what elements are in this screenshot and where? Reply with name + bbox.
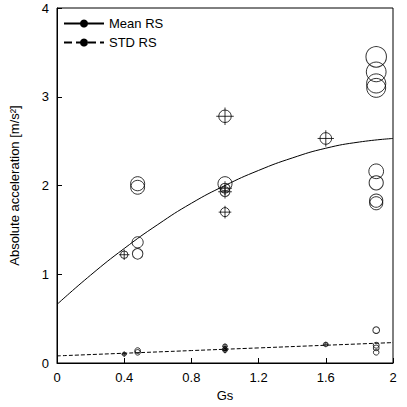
svg-text:0.8: 0.8 (182, 370, 200, 385)
svg-text:4: 4 (42, 1, 49, 16)
svg-text:1.2: 1.2 (250, 370, 268, 385)
svg-text:1: 1 (42, 267, 49, 282)
svg-text:STD RS: STD RS (109, 35, 157, 50)
svg-text:3: 3 (42, 89, 49, 104)
svg-text:2: 2 (389, 370, 396, 385)
svg-text:0.4: 0.4 (115, 370, 133, 385)
svg-text:Absolute acceleration [m/s²]: Absolute acceleration [m/s²] (7, 105, 22, 265)
svg-text:0: 0 (53, 370, 60, 385)
svg-text:2: 2 (42, 178, 49, 193)
svg-text:0: 0 (42, 356, 49, 371)
svg-text:1.6: 1.6 (317, 370, 335, 385)
svg-text:Mean RS: Mean RS (109, 16, 164, 31)
svg-text:Gs: Gs (217, 388, 234, 403)
